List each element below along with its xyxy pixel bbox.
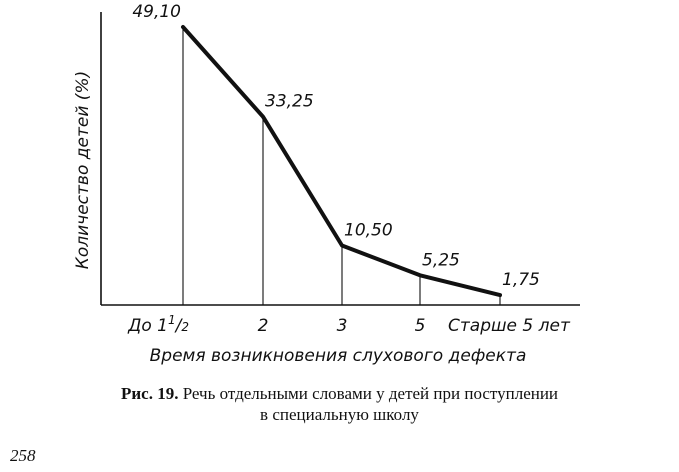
data-label: 33,25	[265, 92, 314, 112]
data-label: 5,25	[422, 250, 460, 270]
y-axis-title: Количество детей (%)	[73, 71, 93, 269]
drop-lines	[182, 27, 501, 305]
data-label: 10,50	[344, 221, 393, 241]
figure-caption-line-2: в специальную школу	[260, 405, 419, 424]
data-labels: 49,10 33,25 10,50 5,25 1,75	[132, 2, 540, 290]
x-tick-label: До 11/2	[127, 313, 189, 336]
x-tick-labels: До 11/2 2 3 5 Старше 5 лет	[127, 313, 571, 336]
x-axis-title: Время возникновения слухового дефекта	[150, 346, 527, 366]
x-tick-label: 5	[415, 316, 426, 336]
figure-caption-prefix: Рис. 19.	[120, 384, 179, 403]
page-number: 258	[10, 446, 36, 465]
series-line	[181, 25, 502, 298]
figure-caption-line-1: Речь отдельными словами у детей при пост…	[182, 384, 559, 403]
x-tick-label: 2	[258, 316, 269, 336]
data-label: 1,75	[502, 270, 540, 290]
x-tick-label: Старше 5 лет	[448, 316, 571, 336]
x-tick-label: 3	[337, 316, 348, 336]
figure-caption: Рис. 19. Речь отдельными словами у детей…	[0, 384, 679, 404]
data-label: 49,10	[132, 2, 181, 22]
